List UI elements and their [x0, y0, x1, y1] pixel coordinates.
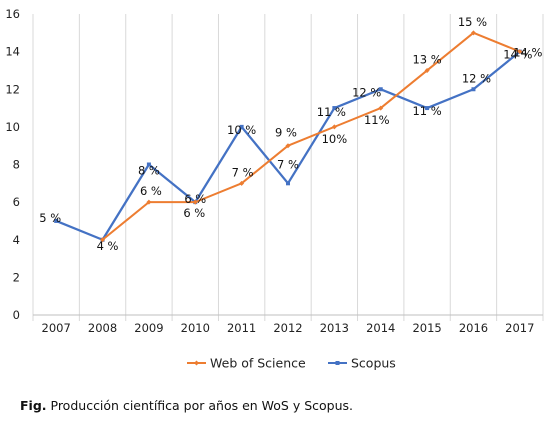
data-label-web-of-science: 11% — [364, 113, 390, 127]
figure-caption: Fig. Producción científica por años en W… — [20, 398, 353, 413]
data-label-web-of-science: 14 % — [513, 46, 542, 60]
x-tick-label: 2011 — [227, 321, 256, 335]
x-tick-label: 2010 — [181, 321, 210, 335]
data-point-scopus — [239, 124, 244, 129]
x-tick-label: 2016 — [459, 321, 488, 335]
data-point-scopus — [146, 162, 151, 167]
data-label-scopus: 11 % — [317, 105, 346, 119]
data-point-scopus — [471, 87, 476, 92]
legend-label-scopus: Scopus — [351, 356, 396, 371]
data-label-web-of-science: 6 % — [183, 206, 205, 220]
y-tick-label: 8 — [13, 158, 20, 172]
data-point-scopus — [286, 181, 290, 186]
y-tick-label: 14 — [5, 45, 20, 59]
legend-marker-web-of-science — [194, 360, 199, 366]
x-tick-label: 2007 — [42, 321, 71, 335]
x-tick-label: 2015 — [412, 321, 441, 335]
data-label-scopus: 5 % — [39, 211, 61, 225]
x-tick-label: 2012 — [273, 321, 302, 335]
y-tick-label: 0 — [13, 308, 20, 322]
data-label-web-of-science: 6 % — [140, 184, 162, 198]
data-label-web-of-science: 15 % — [458, 15, 487, 29]
data-label-web-of-science: 13 % — [412, 52, 441, 66]
data-point-scopus — [54, 218, 59, 223]
data-label-scopus: 7 % — [277, 157, 299, 171]
y-tick-label: 2 — [13, 270, 20, 284]
data-point-web-of-science — [100, 237, 106, 243]
data-label-scopus: 12 % — [352, 85, 381, 99]
line-chart: 0 2 4 6 8 10 12 14 16 2007 2008 2009 2010 2011 2012 201… — [5, 7, 544, 371]
data-point-web-of-science — [378, 105, 384, 111]
data-label-scopus: 11 % — [412, 104, 441, 118]
data-label-web-of-science: 7 % — [232, 165, 254, 179]
data-point-web-of-science — [517, 49, 523, 55]
x-tick-label: 2014 — [366, 321, 395, 335]
legend-label-web-of-science: Web of Science — [210, 356, 306, 371]
gridlines — [32, 14, 544, 321]
data-point-scopus — [378, 87, 383, 92]
y-tick-label: 12 — [5, 82, 20, 96]
x-tick-label: 2008 — [88, 321, 117, 335]
data-point-scopus — [332, 106, 337, 111]
series-line-web-of-science — [101, 31, 521, 241]
data-point-web-of-science — [470, 30, 476, 36]
data-label-scopus: 12 % — [462, 71, 491, 85]
x-tick-label: 2013 — [320, 321, 349, 335]
data-labels: 6 %6 %7 %9 % 10%11%13 %15 %14 %5 %4 %8 %6… — [39, 15, 542, 253]
data-label-scopus: 6 % — [184, 192, 206, 206]
axes: 0 2 4 6 8 10 12 14 16 2007 2008 2009 2010 2011 2012 201… — [5, 7, 543, 335]
data-point-web-of-science — [192, 199, 198, 205]
data-label-scopus: 8 % — [138, 164, 160, 178]
y-tick-label: 6 — [13, 195, 20, 209]
series — [54, 30, 523, 243]
legend-marker-scopus — [335, 361, 340, 365]
data-point-web-of-science — [146, 199, 152, 205]
caption-text: Producción científica por años en WoS y … — [46, 398, 354, 413]
x-tick-label: 2009 — [134, 321, 163, 335]
data-point-scopus — [425, 106, 430, 111]
data-point-web-of-science — [285, 143, 291, 149]
data-label-web-of-science: 10% — [322, 132, 348, 146]
data-label-web-of-science: 9 % — [275, 126, 297, 140]
x-tick-label: 2017 — [505, 321, 534, 335]
data-label-scopus: 4 % — [97, 239, 119, 253]
caption-prefix: Fig. — [20, 398, 47, 413]
data-point-web-of-science — [424, 67, 430, 73]
legend: Web of Science Scopus — [187, 356, 396, 371]
data-label-scopus: 10 % — [227, 123, 256, 137]
y-tick-label: 16 — [5, 7, 20, 21]
y-tick-label: 10 — [5, 120, 20, 134]
data-label-scopus: 14 % — [503, 48, 532, 62]
data-point-web-of-science — [331, 124, 337, 130]
y-tick-label: 4 — [13, 233, 20, 247]
data-point-web-of-science — [239, 180, 245, 186]
